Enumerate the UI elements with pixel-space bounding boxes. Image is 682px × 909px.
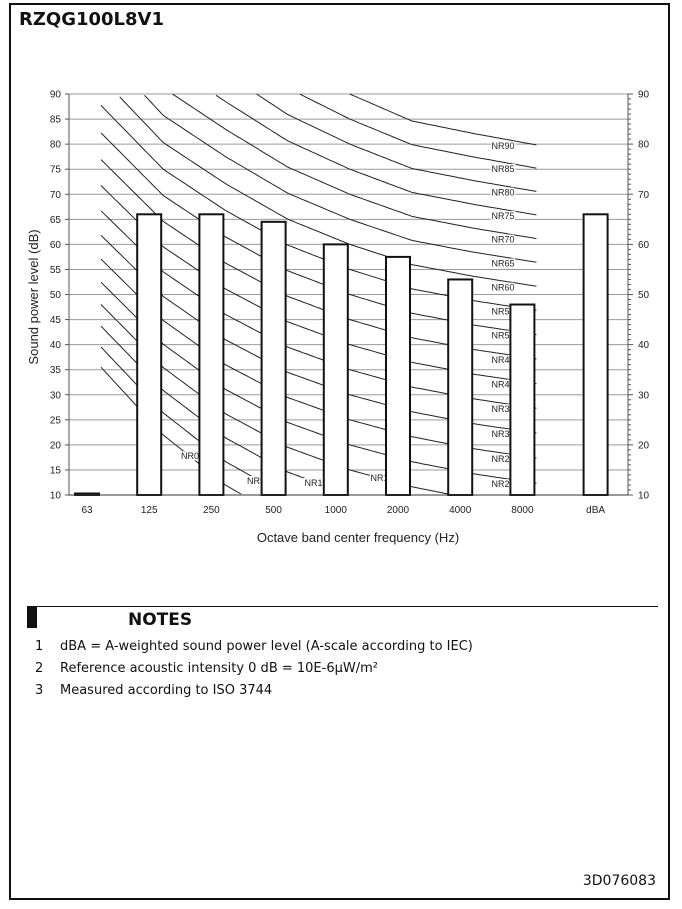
nr-curve-label: NR60 <box>491 282 514 292</box>
x-tick-label: 1000 <box>325 505 348 516</box>
y-tick-label: 70 <box>50 190 62 201</box>
note-text: Measured according to ISO 3744 <box>60 682 272 700</box>
y-tick-label: 85 <box>50 115 62 126</box>
y-tick-label: 30 <box>50 390 62 401</box>
document-code: 3D076083 <box>583 873 656 889</box>
note-number: 2 <box>35 660 43 678</box>
sound-power-chart: NR0NR5NR10NR15NR20NR25NR30NR35NR40NR45NR… <box>0 0 682 600</box>
nr-curve-label: NR90 <box>491 141 514 151</box>
y-tick-label: 25 <box>50 415 62 426</box>
nr-curve <box>300 94 536 168</box>
nr-curve <box>216 95 536 215</box>
y-tick-label: 80 <box>50 140 62 151</box>
note-item: 2 Reference acoustic intensity 0 dB = 10… <box>30 660 650 682</box>
y-tick-label: 10 <box>50 491 62 502</box>
y-tick-label: 35 <box>50 365 62 376</box>
right-y-tick-label: 10 <box>638 491 650 502</box>
notes-header-bar <box>27 606 658 628</box>
note-item: 3 Measured according to ISO 3744 <box>30 682 650 704</box>
x-tick-label: 63 <box>81 505 93 516</box>
x-tick-label: 125 <box>141 505 158 516</box>
y-tick-label: 20 <box>50 440 62 451</box>
y-tick-label: 40 <box>50 340 62 351</box>
right-y-tick-label: 60 <box>638 240 650 251</box>
note-text: Reference acoustic intensity 0 dB = 10E-… <box>60 660 378 678</box>
y-tick-label: 55 <box>50 265 62 276</box>
bar-1000 <box>324 244 348 495</box>
y-tick-label: 75 <box>50 165 62 176</box>
nr-curve-label: NR80 <box>491 187 514 197</box>
note-number: 1 <box>35 638 43 656</box>
x-axis-label: Octave band center frequency (Hz) <box>257 530 459 545</box>
right-y-tick-label: 40 <box>638 340 650 351</box>
nr-curve-label: NR65 <box>491 258 514 268</box>
nr-curve <box>173 94 537 239</box>
x-tick-label: 250 <box>203 505 220 516</box>
y-tick-label: 90 <box>50 90 62 101</box>
right-y-tick-label: 30 <box>638 390 650 401</box>
y-tick-label: 65 <box>50 215 62 226</box>
notes-list: 1 dBA = A-weighted sound power level (A-… <box>30 638 650 704</box>
y-tick-label: 50 <box>50 290 62 301</box>
right-y-tick-label: 90 <box>638 90 650 101</box>
bar-125 <box>137 214 161 495</box>
chart-bars <box>75 214 608 495</box>
x-tick-label: dBA <box>586 505 605 516</box>
x-tick-label: 4000 <box>449 505 472 516</box>
bar-4000 <box>448 279 472 495</box>
bar-500 <box>262 222 286 495</box>
right-y-tick-label: 70 <box>638 190 650 201</box>
nr-curve-label: NR75 <box>491 211 514 221</box>
x-tick-label: 500 <box>265 505 282 516</box>
right-y-tick-label: 50 <box>638 290 650 301</box>
bar-250 <box>199 214 223 495</box>
notes-title: NOTES <box>128 610 192 630</box>
y-tick-label: 60 <box>50 240 62 251</box>
nr-curve-label: NR70 <box>491 235 514 245</box>
bar-dBA <box>584 214 608 495</box>
right-y-tick-label: 80 <box>638 140 650 151</box>
nr-curve-label: NR0 <box>181 451 199 461</box>
bar-8000 <box>510 305 534 495</box>
right-y-tick-label: 20 <box>638 440 650 451</box>
nr-curve-label: NR85 <box>491 164 514 174</box>
nr-curve <box>101 347 285 495</box>
x-tick-label: 2000 <box>387 505 410 516</box>
y-tick-label: 45 <box>50 315 62 326</box>
bar-2000 <box>386 257 410 495</box>
y-tick-label: 15 <box>50 465 62 476</box>
x-tick-label: 8000 <box>511 505 534 516</box>
note-number: 3 <box>35 682 43 700</box>
y-axis-label: Sound power level (dB) <box>26 229 41 364</box>
notes-divider <box>37 606 658 607</box>
notes-marker <box>27 606 37 628</box>
note-item: 1 dBA = A-weighted sound power level (A-… <box>30 638 650 660</box>
note-text: dBA = A-weighted sound power level (A-sc… <box>60 638 473 656</box>
